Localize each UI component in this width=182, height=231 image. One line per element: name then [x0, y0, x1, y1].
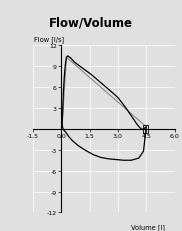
Text: Flow/Volume: Flow/Volume [49, 16, 133, 29]
Text: Flow [l/s]: Flow [l/s] [34, 36, 64, 43]
Text: Volume [l]: Volume [l] [131, 223, 165, 230]
